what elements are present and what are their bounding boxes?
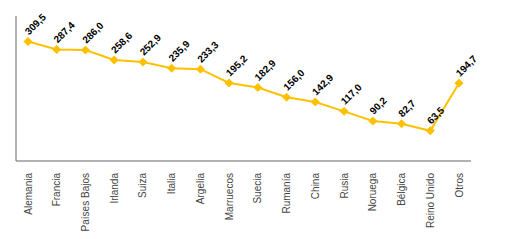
svg-text:Italia: Italia: [166, 173, 177, 195]
svg-text:258,6: 258,6: [109, 30, 135, 56]
svg-text:117,0: 117,0: [339, 81, 364, 106]
svg-text:156,0: 156,0: [281, 67, 307, 93]
svg-text:Francia: Francia: [51, 173, 62, 207]
svg-text:194,7: 194,7: [454, 53, 480, 79]
svg-text:Países Bajos: Países Bajos: [80, 173, 91, 231]
svg-text:252,9: 252,9: [138, 32, 164, 58]
svg-text:235,9: 235,9: [166, 38, 192, 64]
svg-text:Alemania: Alemania: [23, 173, 34, 215]
svg-text:Argelia: Argelia: [195, 173, 206, 205]
svg-text:China: China: [310, 173, 321, 200]
svg-text:142,9: 142,9: [310, 72, 336, 98]
svg-text:233,3: 233,3: [195, 39, 221, 65]
svg-text:Suiza: Suiza: [137, 173, 148, 198]
svg-text:Otros: Otros: [454, 173, 465, 197]
svg-text:286,0: 286,0: [80, 20, 106, 46]
svg-text:90,2: 90,2: [367, 95, 389, 117]
svg-text:82,7: 82,7: [396, 97, 418, 119]
svg-text:287,4: 287,4: [51, 19, 77, 45]
svg-text:Irlanda: Irlanda: [109, 173, 120, 204]
svg-text:182,9: 182,9: [253, 57, 279, 83]
svg-text:309,5: 309,5: [23, 11, 49, 37]
svg-text:Marruecos: Marruecos: [224, 173, 235, 220]
svg-text:Suecia: Suecia: [252, 173, 263, 204]
svg-text:Rumanía: Rumanía: [281, 173, 292, 214]
svg-text:195,2: 195,2: [224, 53, 250, 79]
svg-text:Reino Unido: Reino Unido: [425, 173, 436, 228]
svg-text:Rusia: Rusia: [339, 173, 350, 199]
svg-text:Noruega: Noruega: [367, 173, 378, 212]
svg-text:Bélgica: Bélgica: [396, 173, 407, 206]
svg-text:63,5: 63,5: [425, 104, 447, 126]
